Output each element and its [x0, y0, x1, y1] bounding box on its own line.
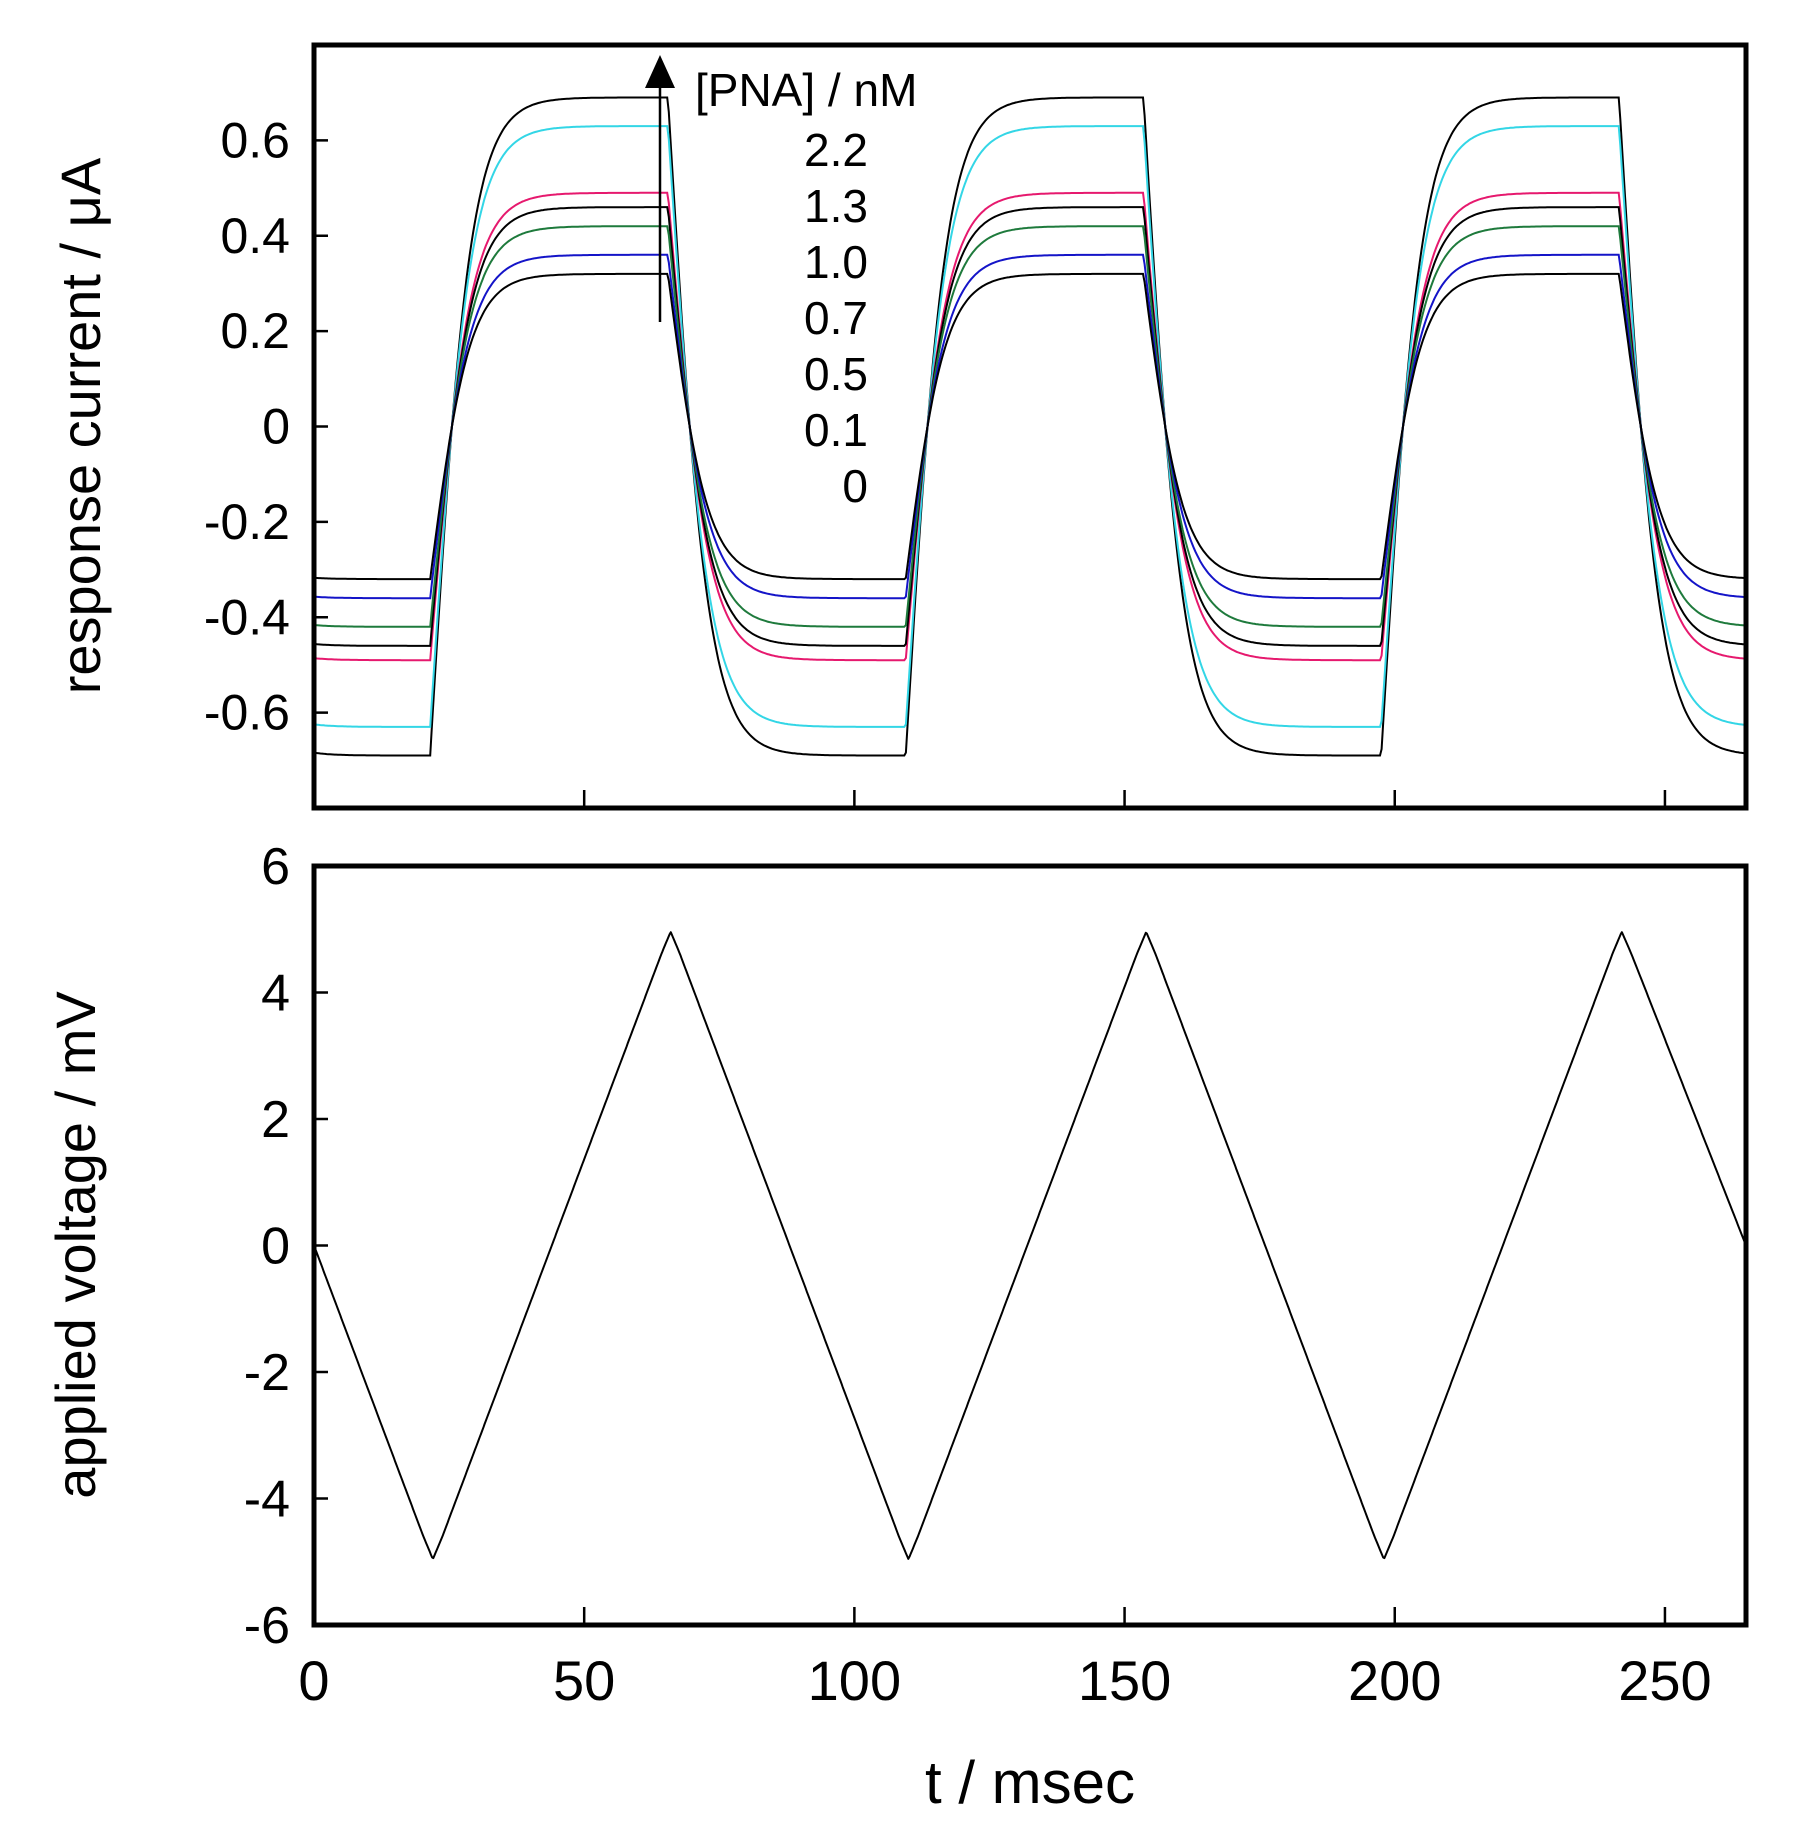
y-tick-label: -0.4 [204, 589, 290, 645]
y-tick-label: -6 [244, 1597, 290, 1655]
legend-title: [PNA] / nM [695, 64, 917, 116]
response-current-series-line [313, 125, 1747, 728]
increase-arrow-head [645, 55, 675, 88]
legend-entry: 0.5 [804, 348, 868, 400]
applied-voltage-series-group [313, 931, 1747, 1560]
bottom-y-axis-label: applied voltage / mV [44, 991, 107, 1499]
response-current-series-line [313, 225, 1747, 628]
legend-entry: 2.2 [804, 124, 868, 176]
legend-entry: 0.1 [804, 404, 868, 456]
y-tick-label: 0.2 [220, 303, 290, 359]
x-tick-label: 250 [1618, 1649, 1711, 1712]
response-current-series-line [313, 96, 1747, 757]
concentration-legend: [PNA] / nM 2.2 1.3 1.0 0.7 0.5 0.1 0 [645, 55, 917, 512]
x-tick-label: 200 [1348, 1649, 1441, 1712]
bottom-x-ticks: 0 50 100 150 200 250 [298, 1607, 1712, 1712]
y-tick-label: 0.4 [220, 208, 290, 264]
x-axis-label: t / msec [925, 1749, 1135, 1816]
legend-entry: 1.3 [804, 180, 868, 232]
x-tick-label: 50 [553, 1649, 615, 1712]
y-tick-label: -2 [244, 1344, 290, 1402]
response-current-series-line [313, 191, 1747, 662]
legend-entry: 0 [842, 460, 868, 512]
top-y-ticks: 0.6 0.4 0.2 0 -0.2 -0.4 -0.6 [204, 112, 328, 741]
response-current-series-line [313, 253, 1747, 600]
x-tick-label: 100 [808, 1649, 901, 1712]
y-tick-label: 0 [261, 1218, 290, 1276]
y-tick-label: -4 [244, 1471, 290, 1529]
y-tick-label: 6 [261, 838, 290, 896]
response-current-series-line [313, 272, 1747, 581]
top-plot-frame [311, 42, 1749, 811]
response-current-panel: 0.6 0.4 0.2 0 -0.2 -0.4 -0.6 response current … [49, 42, 1749, 811]
y-tick-label: 0.6 [220, 112, 290, 168]
top-x-ticks [582, 790, 1667, 808]
top-y-axis-label: response current / μA [49, 157, 112, 694]
x-tick-label: 150 [1078, 1649, 1171, 1712]
response-current-series-group [313, 96, 1747, 757]
response-current-series-line [313, 206, 1747, 647]
y-tick-label: 2 [261, 1091, 290, 1149]
bottom-plot-frame [311, 863, 1749, 1628]
applied-voltage-panel: 6 4 2 0 -2 -4 -6 0 50 100 150 200 250 applied volta… [44, 838, 1749, 1816]
y-tick-label: 0 [262, 399, 290, 455]
legend-entry: 0.7 [804, 292, 868, 344]
legend-entry: 1.0 [804, 236, 868, 288]
y-tick-label: 4 [261, 965, 290, 1023]
applied-voltage-line [313, 931, 1747, 1560]
bottom-y-ticks: 6 4 2 0 -2 -4 -6 [244, 838, 328, 1655]
y-tick-label: -0.6 [204, 685, 290, 741]
x-tick-label: 0 [298, 1649, 329, 1712]
y-tick-label: -0.2 [204, 494, 290, 550]
